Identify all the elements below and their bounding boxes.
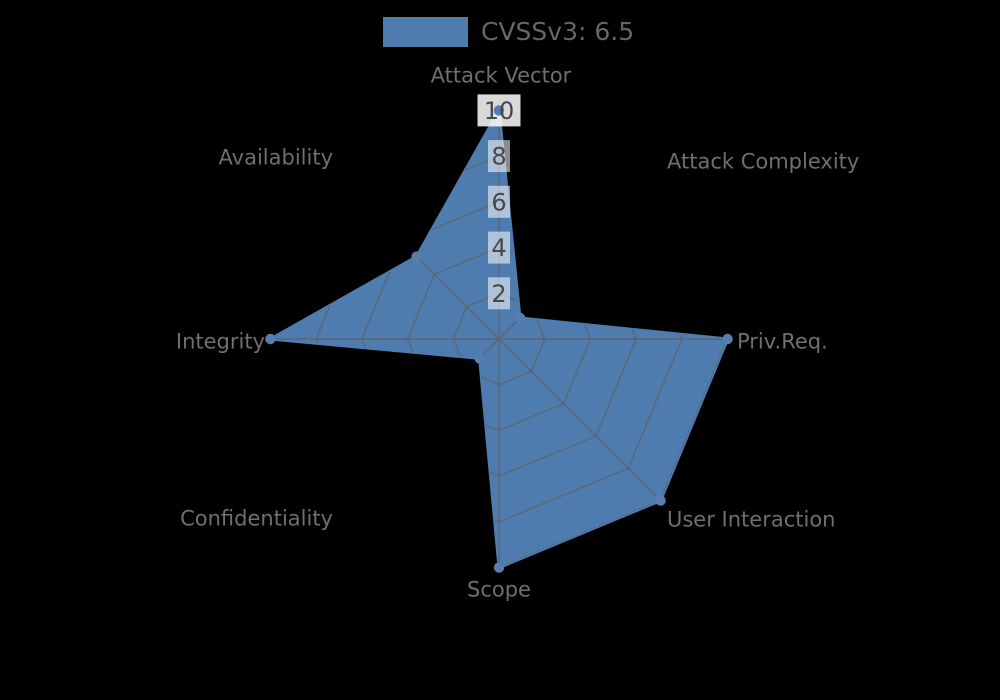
data-point-attack-vector	[493, 105, 505, 116]
chart-legend: CVSSv3: 6.5	[383, 17, 634, 47]
axis-label-confidentiality: Confidentiality	[180, 507, 333, 531]
axis-label-attack-complexity: Attack Complexity	[667, 150, 859, 174]
data-point-attack-complexity	[514, 312, 526, 324]
data-point-user-interaction	[655, 495, 666, 506]
tick-box-8	[488, 140, 510, 173]
axis-label-integrity: Integrity	[176, 330, 265, 354]
tick-label-8: 8	[491, 143, 506, 171]
data-point-priv-req	[722, 333, 733, 345]
legend-label: CVSSv3: 6.5	[481, 17, 635, 46]
axis-spoke-user-interaction	[498, 338, 662, 502]
data-point-confidentiality	[474, 353, 485, 364]
axis-spoke-confidentiality	[336, 338, 500, 502]
data-point-scope	[493, 562, 505, 573]
axis-label-attack-vector: Attack Vector	[431, 64, 572, 88]
axis-label-availability: Availability	[219, 146, 333, 170]
tick-label-4: 4	[491, 234, 506, 262]
tick-label-2: 2	[491, 280, 506, 308]
data-point-availability	[411, 251, 422, 262]
axis-label-scope: Scope	[467, 578, 531, 602]
axis-label-user-interaction: User Interaction	[667, 508, 835, 532]
tick-label-6: 6	[491, 188, 506, 216]
tick-box-2	[488, 277, 510, 310]
legend-color-swatch	[383, 17, 468, 47]
tick-label-10: 10	[484, 97, 515, 125]
data-point-integrity	[265, 333, 276, 345]
axis-label-priv-req: Priv.Req.	[737, 330, 828, 354]
tick-box-4	[488, 231, 510, 264]
tick-box-6	[488, 185, 510, 218]
